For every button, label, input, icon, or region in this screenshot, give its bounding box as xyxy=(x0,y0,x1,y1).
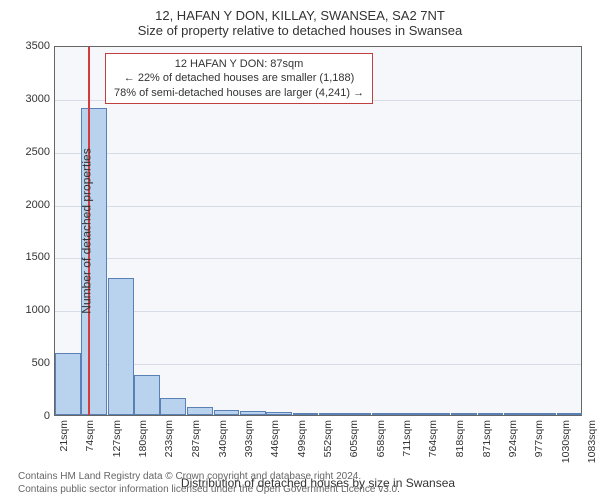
gridline xyxy=(55,258,581,259)
x-tick-label: 871sqm xyxy=(481,420,493,457)
histogram-bar xyxy=(398,413,424,415)
annotation-box: 12 HAFAN Y DON: 87sqm ← 22% of detached … xyxy=(105,53,373,104)
y-tick-label: 3000 xyxy=(10,93,50,105)
y-tick-label: 1000 xyxy=(10,304,50,316)
x-tick-label: 21sqm xyxy=(58,420,70,452)
y-axis-label: Number of detached properties xyxy=(80,148,94,313)
histogram-bar xyxy=(451,413,477,415)
histogram-bar xyxy=(160,398,186,415)
histogram-bar xyxy=(504,413,530,415)
x-tick-label: 180sqm xyxy=(137,420,149,457)
histogram-bar xyxy=(372,413,398,415)
y-tick-label: 0 xyxy=(10,410,50,422)
histogram-bar xyxy=(293,413,319,415)
x-tick-label: 658sqm xyxy=(375,420,387,457)
x-tick-label: 340sqm xyxy=(217,420,229,457)
footer-line-1: Contains HM Land Registry data © Crown c… xyxy=(18,471,600,484)
annotation-line-2: ← 22% of detached houses are smaller (1,… xyxy=(114,71,364,85)
x-tick-label: 605sqm xyxy=(348,420,360,457)
x-tick-label: 287sqm xyxy=(190,420,202,457)
x-tick-label: 74sqm xyxy=(84,420,96,452)
x-tick-label: 818sqm xyxy=(454,420,466,457)
x-tick-label: 552sqm xyxy=(322,420,334,457)
gridline xyxy=(55,206,581,207)
histogram-bar xyxy=(266,412,292,415)
subtitle-line: Size of property relative to detached ho… xyxy=(10,23,590,38)
x-tick-label: 711sqm xyxy=(401,420,413,457)
y-tick-label: 3500 xyxy=(10,40,50,52)
histogram-bar xyxy=(108,278,134,415)
annotation-line-1: 12 HAFAN Y DON: 87sqm xyxy=(114,57,364,71)
annotation-line-3: 78% of semi-detached houses are larger (… xyxy=(114,86,364,100)
footer-line-2: Contains public sector information licen… xyxy=(18,484,600,497)
histogram-bar xyxy=(530,413,556,415)
x-tick-label: 924sqm xyxy=(507,420,519,457)
chart-container: 12 HAFAN Y DON: 87sqm ← 22% of detached … xyxy=(54,46,582,416)
y-tick-label: 2500 xyxy=(10,146,50,158)
address-line: 12, HAFAN Y DON, KILLAY, SWANSEA, SA2 7N… xyxy=(10,8,590,23)
footer: Contains HM Land Registry data © Crown c… xyxy=(0,471,600,496)
x-tick-label: 233sqm xyxy=(163,420,175,457)
x-tick-label: 446sqm xyxy=(269,420,281,457)
chart-header: 12, HAFAN Y DON, KILLAY, SWANSEA, SA2 7N… xyxy=(0,0,600,40)
plot-area: 12 HAFAN Y DON: 87sqm ← 22% of detached … xyxy=(54,46,582,416)
x-tick-label: 1083sqm xyxy=(586,420,598,463)
x-tick-label: 499sqm xyxy=(296,420,308,457)
histogram-bar xyxy=(187,407,213,415)
y-tick-label: 500 xyxy=(10,357,50,369)
histogram-bar xyxy=(214,410,240,415)
histogram-bar xyxy=(478,413,504,415)
x-tick-label: 127sqm xyxy=(111,420,123,457)
y-tick-label: 1500 xyxy=(10,251,50,263)
x-tick-label: 393sqm xyxy=(243,420,255,457)
histogram-bar xyxy=(345,413,371,415)
x-tick-label: 1030sqm xyxy=(560,420,572,463)
histogram-bar xyxy=(424,413,450,415)
histogram-bar xyxy=(319,413,345,415)
histogram-bar xyxy=(134,375,160,415)
gridline xyxy=(55,364,581,365)
gridline xyxy=(55,153,581,154)
y-tick-label: 2000 xyxy=(10,199,50,211)
x-tick-label: 977sqm xyxy=(533,420,545,457)
histogram-bar xyxy=(55,353,81,415)
histogram-bar xyxy=(240,411,266,415)
gridline xyxy=(55,311,581,312)
x-tick-label: 764sqm xyxy=(427,420,439,457)
histogram-bar xyxy=(557,413,583,415)
